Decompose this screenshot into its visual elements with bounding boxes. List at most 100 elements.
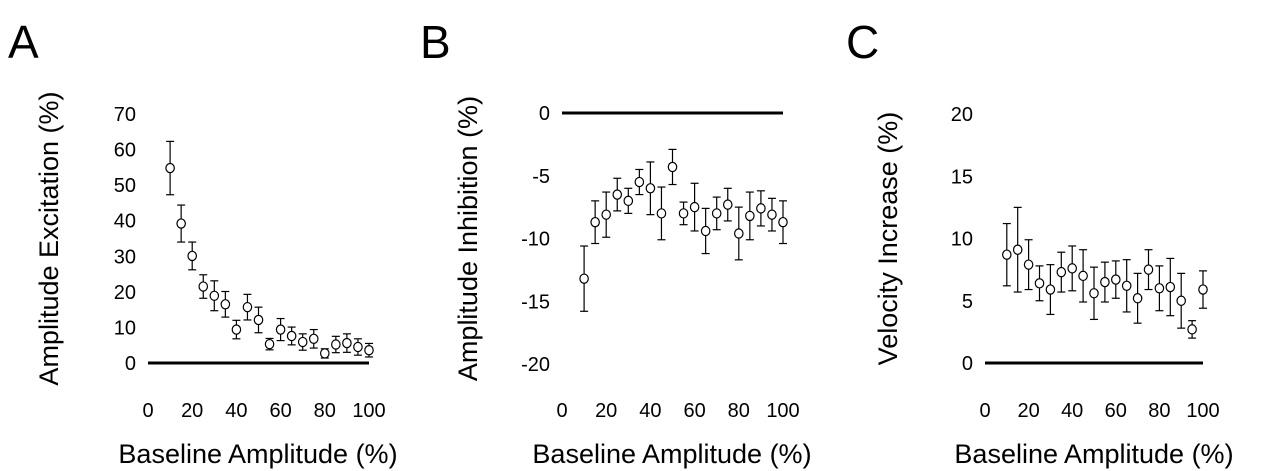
data-marker	[353, 341, 363, 353]
panel-c: C 0 5 10 15 20 0 20 40 60 80 100 Baseline Amplitude …	[846, 16, 1234, 469]
data-point	[1100, 261, 1110, 303]
panel-letter: C	[846, 16, 879, 68]
y-tick-label: 50	[114, 175, 136, 197]
data-point	[756, 190, 766, 227]
y-tick-label: 5	[962, 291, 973, 313]
y-tick-label: 0	[962, 353, 973, 375]
data-marker	[319, 348, 330, 359]
data-point	[187, 241, 197, 271]
y-tick-label: -20	[521, 354, 550, 376]
x-axis-title: Baseline Amplitude (%)	[118, 439, 397, 469]
data-marker	[1154, 283, 1165, 294]
data-point	[1089, 266, 1099, 321]
data-marker	[767, 209, 777, 220]
y-axis-title: Amplitude Inhibition (%)	[453, 96, 483, 381]
data-point	[353, 338, 363, 356]
data-marker	[1034, 278, 1045, 289]
data-point	[767, 197, 777, 232]
data-point	[231, 319, 242, 340]
data-marker	[1023, 259, 1034, 270]
data-marker	[645, 183, 656, 194]
x-tick-label: 20	[1017, 400, 1039, 422]
data-marker	[297, 336, 308, 348]
data-marker	[656, 208, 667, 219]
y-tick-label: 40	[114, 211, 136, 233]
y-tick-label: 70	[114, 104, 136, 126]
data-point	[711, 196, 722, 231]
x-tick-label: 100	[352, 400, 385, 422]
data-point	[297, 333, 308, 351]
data-marker	[700, 225, 711, 237]
data-marker	[342, 337, 352, 349]
data-marker	[601, 209, 611, 220]
data-marker	[1132, 293, 1143, 304]
data-point	[165, 140, 175, 196]
data-marker	[331, 339, 341, 350]
data-point	[1111, 260, 1121, 299]
x-tick-label: 0	[142, 400, 153, 422]
x-tick-label: 80	[1148, 400, 1170, 422]
x-tick-label: 100	[766, 400, 799, 422]
data-point	[722, 187, 733, 222]
data-marker	[308, 333, 319, 345]
data-marker	[1176, 295, 1186, 306]
data-point	[342, 333, 352, 353]
data-marker	[689, 201, 700, 213]
data-marker	[1045, 284, 1056, 295]
data-point	[1187, 320, 1197, 339]
data-marker	[286, 330, 297, 342]
data-point	[1198, 270, 1208, 309]
data-point	[590, 200, 600, 245]
data-point	[656, 186, 667, 241]
x-tick-label: 40	[225, 400, 247, 422]
data-marker	[711, 208, 722, 219]
data-marker	[1078, 270, 1088, 282]
data-point	[209, 280, 220, 312]
x-tick-label: 80	[314, 400, 336, 422]
y-tick-label: -15	[521, 291, 550, 313]
x-tick-label: 0	[979, 400, 990, 422]
y-tick-label: 15	[951, 166, 973, 188]
y-tick-label: 20	[114, 282, 136, 304]
data-marker	[1187, 324, 1197, 335]
data-marker	[623, 195, 634, 207]
data-marker	[1111, 274, 1121, 285]
x-axis-title: Baseline Amplitude (%)	[532, 439, 811, 469]
data-point	[1056, 251, 1067, 293]
data-point	[1078, 249, 1088, 303]
data-point	[1045, 264, 1056, 316]
data-marker	[187, 250, 197, 262]
data-marker	[579, 273, 589, 284]
x-tick-label: 100	[1186, 400, 1219, 422]
data-marker	[1165, 281, 1176, 293]
y-tick-label: 0	[125, 353, 136, 375]
panel-letter: A	[8, 16, 39, 68]
data-marker	[165, 162, 175, 174]
data-point	[1001, 222, 1012, 287]
data-marker	[364, 344, 374, 356]
y-tick-label: 20	[951, 104, 973, 126]
y-tick-label: 30	[114, 246, 136, 268]
panel-a: A 0 10 20 30 40 50 60 70 0 20 40 60 80 100 Baseline Amp…	[8, 16, 398, 469]
panel-letter: B	[420, 16, 451, 68]
data-point	[1023, 239, 1034, 291]
data-marker	[612, 189, 623, 200]
data-point	[308, 328, 319, 349]
data-point	[242, 293, 253, 321]
data-marker	[1067, 263, 1077, 274]
data-marker	[590, 216, 600, 228]
data-point	[645, 161, 656, 216]
data-marker	[198, 281, 209, 292]
data-point	[176, 204, 186, 243]
data-marker	[678, 208, 689, 219]
data-point	[1143, 249, 1154, 291]
data-point	[286, 326, 297, 346]
data-point	[1121, 259, 1132, 313]
data-marker	[634, 176, 645, 188]
data-marker	[745, 210, 755, 222]
data-marker	[231, 324, 242, 335]
y-axis-title: Amplitude Excitation (%)	[34, 91, 64, 385]
data-marker	[778, 216, 788, 228]
data-point	[667, 148, 678, 186]
